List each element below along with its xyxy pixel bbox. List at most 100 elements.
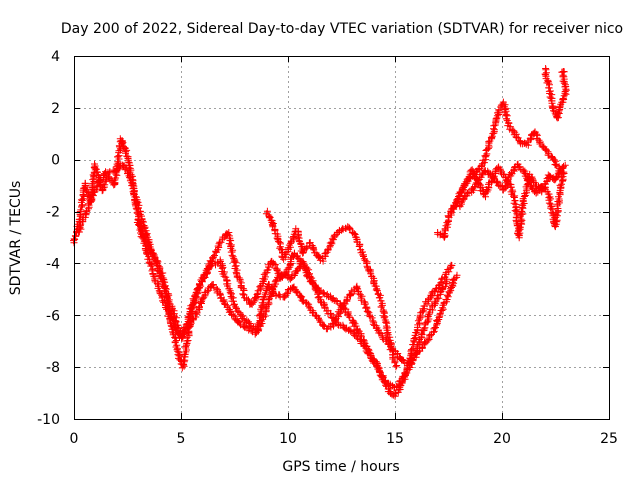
data-point [240,291,248,299]
data-point [346,326,354,334]
data-point [209,253,217,261]
series-track-c [133,219,451,369]
data-point [549,103,556,111]
y-tick-label: -4 [46,256,60,272]
data-point [445,288,453,296]
data-point [299,258,307,266]
data-point [478,183,486,191]
data-point [494,178,502,186]
data-point [239,290,247,298]
data-point [87,195,95,203]
data-point [332,316,339,324]
data-point [443,275,451,283]
data-point [561,161,569,169]
data-point [550,156,558,164]
data-point [231,303,239,311]
axis-ticks [74,56,610,420]
data-point [374,287,381,295]
data-point [236,277,244,285]
data-point [387,341,395,349]
data-point [229,311,237,319]
data-point [258,299,266,307]
data-point [259,296,267,304]
data-point [204,268,211,276]
data-point [226,289,234,297]
data-point [369,317,377,325]
data-point [490,122,498,130]
data-point [251,330,259,338]
data-point [78,197,86,204]
data-point [168,315,176,323]
data-point [378,301,386,309]
data-point [311,311,319,319]
data-point [101,181,109,189]
data-point [490,126,498,134]
data-point [253,291,261,298]
data-point [338,226,346,234]
data-point [300,259,308,267]
data-point [367,355,375,362]
data-point [105,169,113,177]
data-point [228,251,236,259]
y-tick-label: 0 [51,153,60,169]
data-point [356,291,364,299]
data-point [249,298,257,306]
data-point [141,234,149,242]
data-point [391,390,399,398]
data-point [332,297,340,305]
data-point [431,299,439,307]
data-point [198,278,205,285]
data-point [392,363,400,371]
data-point [515,137,523,145]
plot-frame [74,56,610,420]
y-tick-label: 2 [51,101,60,117]
data-point [95,177,103,185]
data-point [269,259,277,267]
data-point [497,181,505,189]
data-point [393,362,401,369]
data-point [372,360,380,368]
data-point [525,177,533,185]
data-point [447,261,455,269]
data-point [190,296,198,304]
y-tick-label: -8 [46,360,60,376]
data-point [191,292,199,300]
data-point [212,284,220,292]
data-point [436,309,444,317]
data-point [557,173,565,181]
data-point [408,355,415,362]
data-point [478,171,486,179]
data-point [200,293,208,301]
y-tick-label: -2 [46,205,60,221]
y-axis-label: SDTVAR / TECUs [8,181,24,296]
data-point [298,296,306,304]
data-point [560,68,568,76]
data-point [350,230,358,237]
series-track-d [262,207,401,371]
data-point [455,190,463,198]
data-point [83,187,91,195]
data-point [547,204,555,212]
data-point [71,232,79,240]
data-point [437,279,445,287]
data-point [203,287,211,295]
data-point [514,230,522,238]
data-point [372,286,380,294]
data-point [293,287,301,295]
data-point [363,307,371,315]
data-point [115,165,123,173]
data-point [444,293,452,301]
data-point [220,272,228,280]
data-point [186,321,194,329]
data-point [229,253,237,261]
data-point [518,207,526,215]
data-point [520,169,528,177]
series-track-h [541,65,570,122]
data-point [317,298,325,306]
series-track-g [456,160,568,231]
data-point [388,346,396,354]
data-point [91,164,99,172]
data-point [485,180,492,188]
data-point [217,238,225,246]
